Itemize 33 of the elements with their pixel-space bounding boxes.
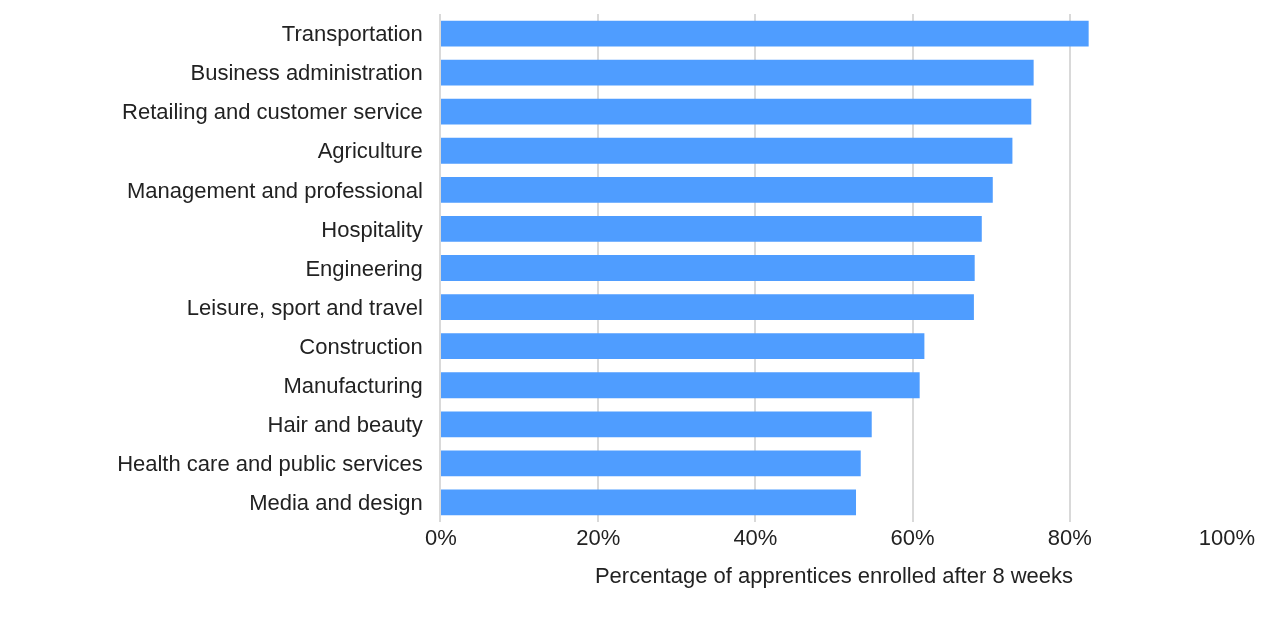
- bar: [441, 255, 975, 281]
- bar: [441, 137, 1013, 164]
- bar: [441, 176, 993, 203]
- bar: [441, 333, 925, 360]
- x-tick-label: 100%: [1198, 525, 1256, 550]
- x-tick-label: 20%: [576, 525, 621, 550]
- y-tick-label: Retailing and customer service: [122, 99, 423, 125]
- y-tick-label: Hospitality: [321, 216, 423, 242]
- bar: [441, 20, 1089, 47]
- x-tick-label: 0%: [425, 525, 457, 550]
- bar: [441, 450, 861, 477]
- y-tick-label: Media and design: [249, 490, 423, 516]
- bar: [441, 372, 920, 399]
- y-tick-label: Business administration: [190, 60, 423, 86]
- bar: [441, 98, 1032, 125]
- x-tick-label: 60%: [890, 525, 935, 550]
- bar: [441, 411, 872, 438]
- y-tick-label: Management and professional: [126, 177, 423, 203]
- y-tick-label: Transportation: [281, 21, 423, 47]
- y-tick-label: Leisure, sport and travel: [186, 294, 423, 320]
- y-tick-label: Engineering: [305, 255, 423, 281]
- y-tick-label: Hair and beauty: [267, 412, 423, 438]
- y-tick-label: Manufacturing: [283, 372, 423, 398]
- bar: [441, 59, 1034, 86]
- y-tick-label: Agriculture: [317, 138, 423, 164]
- x-tick-label: 40%: [733, 525, 778, 550]
- bar: [441, 489, 857, 516]
- bar: [441, 216, 982, 242]
- bar: [441, 294, 974, 320]
- y-tick-label: Health care and public services: [117, 451, 423, 477]
- x-axis-title: Percentage of apprentices enrolled after 8 weeks: [594, 562, 1074, 588]
- x-tick-label: 80%: [1047, 525, 1092, 550]
- y-tick-label: Construction: [299, 333, 423, 359]
